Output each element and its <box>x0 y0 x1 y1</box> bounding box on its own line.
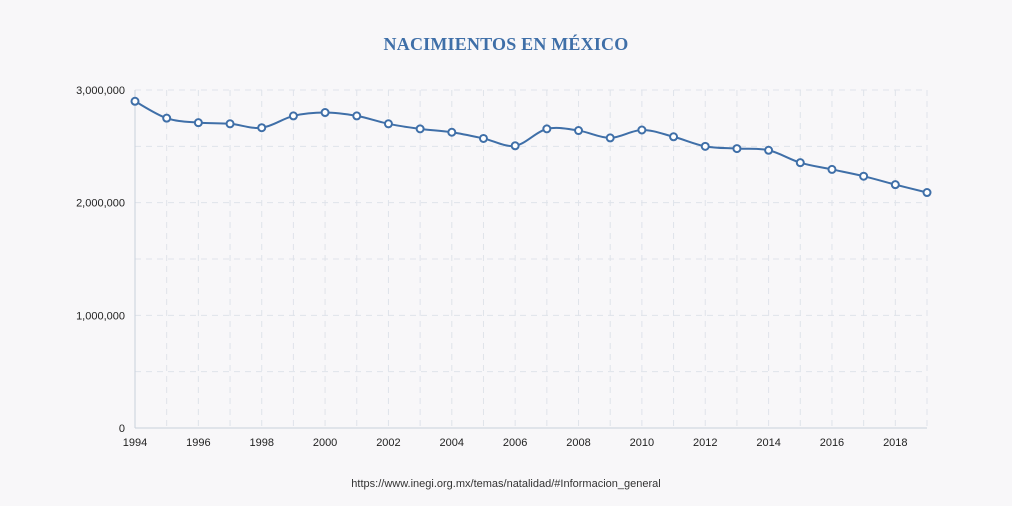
y-tick-label: 1,000,000 <box>76 310 125 322</box>
x-tick-label: 2016 <box>820 437 844 449</box>
x-tick-label: 2010 <box>630 437 654 449</box>
data-point <box>383 119 393 129</box>
x-tick-label: 2014 <box>756 437 780 449</box>
data-point <box>162 113 172 123</box>
data-point <box>510 141 520 151</box>
data-point <box>478 133 488 143</box>
data-point <box>922 188 932 198</box>
x-tick-label: 2018 <box>883 437 907 449</box>
series-line <box>134 100 928 194</box>
data-point <box>700 141 710 151</box>
data-point <box>637 125 647 135</box>
data-point <box>193 118 203 128</box>
data-point <box>859 171 869 181</box>
y-tick-label: 0 <box>119 423 125 435</box>
data-point <box>542 124 552 134</box>
x-tick-label: 1996 <box>186 437 210 449</box>
data-point <box>890 180 900 190</box>
x-tick-label: 1998 <box>249 437 273 449</box>
chart-title: NACIMIENTOS EN MÉXICO <box>383 34 629 54</box>
x-tick-label: 2004 <box>440 437 464 449</box>
data-point <box>827 164 837 174</box>
data-point <box>225 119 235 129</box>
y-tick-label: 3,000,000 <box>76 85 125 97</box>
source-url: https://www.inegi.org.mx/temas/natalidad… <box>351 478 661 490</box>
y-tick-label: 2,000,000 <box>76 198 125 210</box>
data-point <box>764 145 774 155</box>
data-point <box>795 158 805 168</box>
x-tick-label: 2012 <box>693 437 717 449</box>
data-point <box>288 111 298 121</box>
x-tick-label: 2008 <box>566 437 590 449</box>
data-point <box>605 133 615 143</box>
data-point <box>352 111 362 121</box>
x-tick-label: 2006 <box>503 437 527 449</box>
data-point <box>320 108 330 118</box>
data-point <box>732 144 742 154</box>
data-point <box>447 127 457 137</box>
x-tick-label: 2000 <box>313 437 337 449</box>
data-point <box>130 96 140 106</box>
data-point <box>669 132 679 142</box>
x-tick-label: 2002 <box>376 437 400 449</box>
x-tick-label: 1994 <box>123 437 147 449</box>
data-point <box>415 124 425 134</box>
data-point <box>574 126 584 136</box>
data-point <box>257 123 267 133</box>
